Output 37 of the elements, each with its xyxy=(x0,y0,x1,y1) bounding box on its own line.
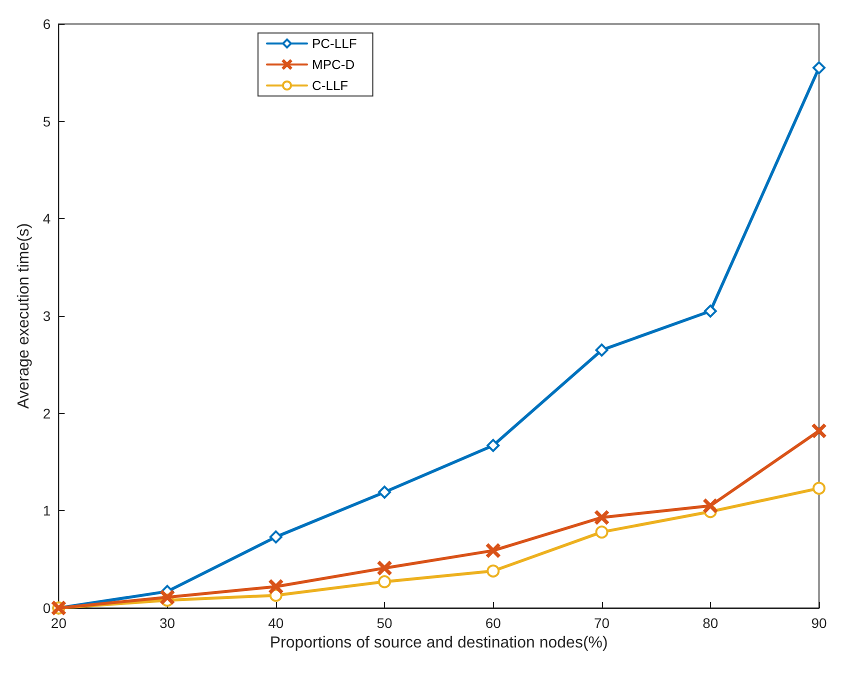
point xyxy=(378,561,392,576)
legend-label: MPC-D xyxy=(312,57,355,72)
x-tick-label: 40 xyxy=(268,615,284,631)
point xyxy=(378,575,392,588)
x-axis-title: Proportions of source and destination nodes(%) xyxy=(270,634,608,652)
x-tick-label: 80 xyxy=(702,615,718,631)
x-tick-label: 50 xyxy=(376,615,393,631)
point xyxy=(269,530,282,544)
point xyxy=(594,510,609,524)
point xyxy=(486,438,500,452)
legend-label: PC-LLF xyxy=(312,36,357,51)
x-tick-label: 20 xyxy=(50,615,67,631)
y-tick-label: 4 xyxy=(42,210,51,227)
point xyxy=(812,482,826,495)
y-tick-label: 6 xyxy=(42,16,51,32)
point xyxy=(268,580,283,594)
point xyxy=(595,526,608,539)
point xyxy=(812,424,826,438)
y-tick-label: 0 xyxy=(42,600,51,616)
point xyxy=(703,498,718,513)
y-tick-label: 5 xyxy=(42,113,51,130)
point xyxy=(704,304,717,318)
point xyxy=(486,544,500,558)
y-axis-title: Average execution time(s) xyxy=(16,223,32,409)
x-tick-label: 90 xyxy=(811,615,827,631)
y-tick-label: 2 xyxy=(42,405,51,422)
x-tick-label: 60 xyxy=(485,615,502,631)
y-tick-label: 3 xyxy=(42,308,51,324)
y-tick-label: 1 xyxy=(42,502,51,519)
point xyxy=(378,486,392,499)
x-tick-label: 70 xyxy=(594,615,610,631)
point xyxy=(486,564,500,578)
x-tick-label: 30 xyxy=(160,615,176,631)
point xyxy=(595,344,608,357)
point xyxy=(812,61,826,74)
point xyxy=(160,590,174,604)
legend-label: C-LLF xyxy=(312,78,348,93)
